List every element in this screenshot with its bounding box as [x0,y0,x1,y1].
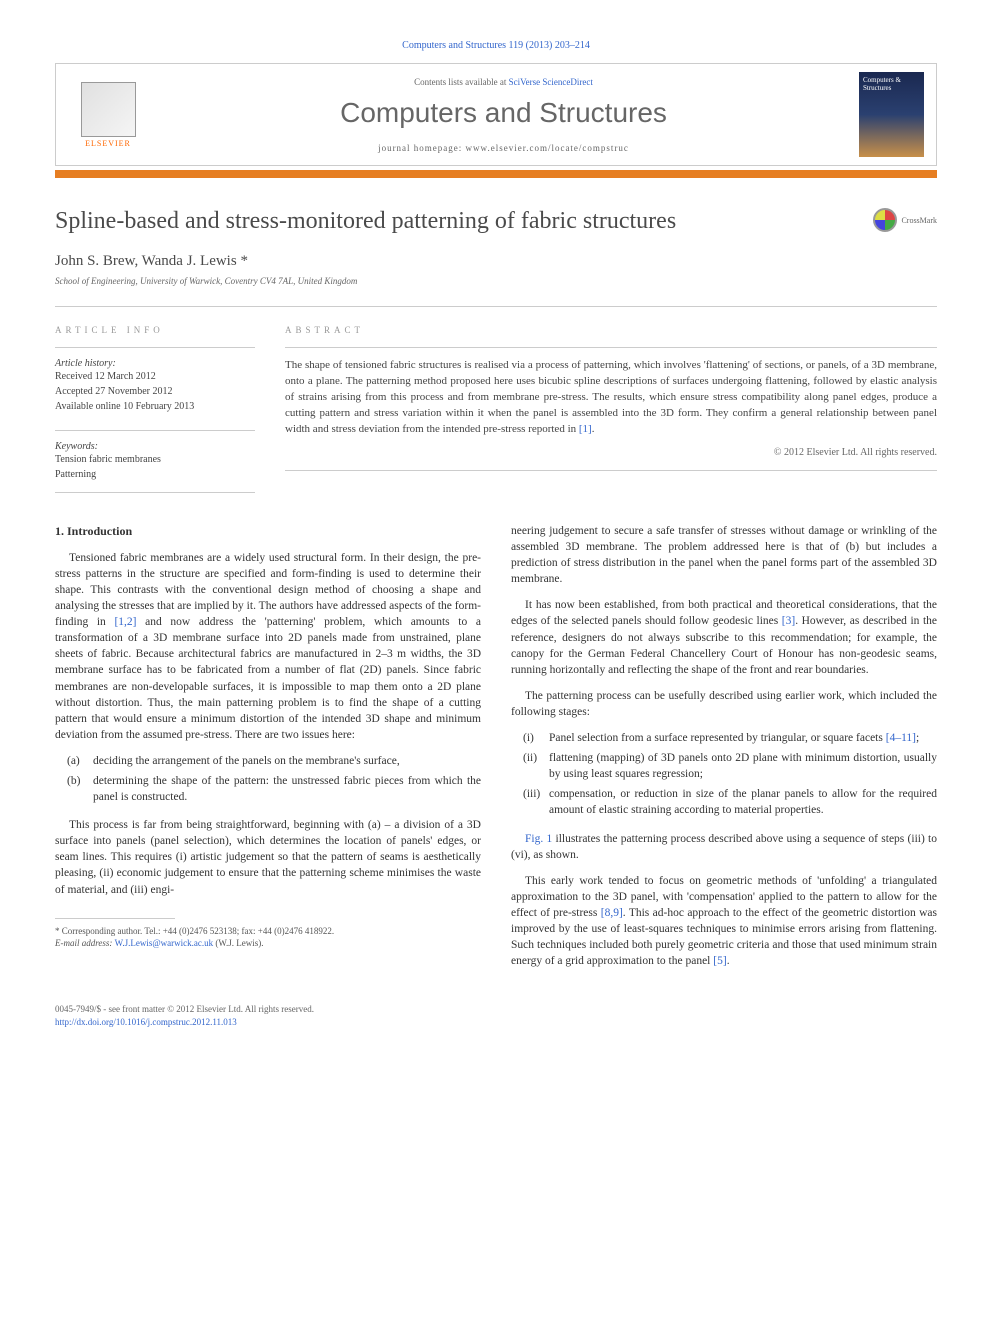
section-1-heading: 1. Introduction [55,523,481,540]
journal-cover-thumbnail[interactable]: Computers & Structures [859,72,924,157]
contents-prefix: Contents lists available at [414,77,508,87]
col2-para-1: neering judgement to secure a safe trans… [511,523,937,587]
journal-title: Computers and Structures [148,97,859,129]
footnote-email: E-mail address: W.J.Lewis@warwick.ac.uk … [55,937,481,950]
elsevier-tree-icon [81,82,136,137]
received-date: Received 12 March 2012 [55,369,255,384]
crossmark-badge[interactable]: CrossMark [873,208,937,232]
footnote-separator [55,918,175,919]
elsevier-label: ELSEVIER [85,139,131,148]
intro-para-1: Tensioned fabric membranes are a widely … [55,550,481,743]
page-container: Computers and Structures 119 (2013) 203–… [0,0,992,1068]
abstract-section: ABSTRACT The shape of tensioned fabric s… [285,325,937,493]
list-text-iii: compensation, or reduction in size of th… [549,786,937,818]
orange-divider [55,170,937,178]
abstract-ref-1[interactable]: [1] [579,423,592,435]
list-item-iii: (iii) compensation, or reduction in size… [511,786,937,818]
list-marker-ii: (ii) [523,750,549,782]
abstract-body-1: The shape of tensioned fabric structures… [285,359,937,435]
list-text-ii: flattening (mapping) of 3D panels onto 2… [549,750,937,782]
accepted-date: Accepted 27 November 2012 [55,384,255,399]
intro-para-2: This process is far from being straightf… [55,817,481,897]
email-suffix: (W.J. Lewis). [213,938,263,948]
article-history: Article history: Received 12 March 2012 … [55,347,255,414]
list-item-b: (b) determining the shape of the pattern… [55,773,481,805]
list-text-a: deciding the arrangement of the panels o… [93,753,481,769]
body-column-right: neering judgement to secure a safe trans… [511,523,937,979]
authors: John S. Brew, Wanda J. Lewis * [55,253,937,270]
li-i-b: ; [916,732,919,744]
body-column-left: 1. Introduction Tensioned fabric membran… [55,523,481,979]
list-text-i: Panel selection from a surface represent… [549,730,937,746]
list-marker-i: (i) [523,730,549,746]
ref-3[interactable]: [3] [782,615,795,627]
article-info-heading: ARTICLE INFO [55,325,255,335]
keyword-2: Patterning [55,467,255,482]
ref-4-11[interactable]: [4–11] [886,732,916,744]
article-title: Spline-based and stress-monitored patter… [55,208,873,235]
list-marker-a: (a) [67,753,93,769]
list-marker-iii: (iii) [523,786,549,818]
homepage-prefix: journal homepage: [378,143,465,153]
list-item-i: (i) Panel selection from a surface repre… [511,730,937,746]
ref-8-9[interactable]: [8,9] [601,907,623,919]
abstract-body-2: . [592,423,595,435]
col2-para-2: It has now been established, from both p… [511,597,937,677]
p5-c: . [727,955,730,967]
front-matter: 0045-7949/$ - see front matter © 2012 El… [55,1003,937,1016]
col2-para-5: This early work tended to focus on geome… [511,873,937,970]
journal-header: ELSEVIER Contents lists available at Sci… [55,63,937,166]
sciencedirect-link[interactable]: SciVerse ScienceDirect [509,77,593,87]
list-marker-b: (b) [67,773,93,805]
list-item-a: (a) deciding the arrangement of the pane… [55,753,481,769]
affiliation: School of Engineering, University of War… [55,276,937,286]
title-row: Spline-based and stress-monitored patter… [55,208,937,235]
elsevier-logo[interactable]: ELSEVIER [68,75,148,155]
col2-para-4: Fig. 1 illustrates the patterning proces… [511,831,937,863]
ref-5[interactable]: [5] [713,955,726,967]
keywords-section: Keywords: Tension fabric membranes Patte… [55,430,255,493]
info-abstract-row: ARTICLE INFO Article history: Received 1… [55,306,937,493]
crossmark-icon [873,208,897,232]
li-i-a: Panel selection from a surface represent… [549,732,886,744]
ref-1-2[interactable]: [1,2] [114,616,136,628]
body-columns: 1. Introduction Tensioned fabric membran… [55,523,937,979]
header-center: Contents lists available at SciVerse Sci… [148,77,859,153]
footnote-corresponding: * Corresponding author. Tel.: +44 (0)247… [55,925,481,938]
p4-b: illustrates the patterning process descr… [511,833,937,861]
history-label: Article history: [55,358,255,369]
doi-link[interactable]: http://dx.doi.org/10.1016/j.compstruc.20… [55,1017,237,1027]
list-item-ii: (ii) flattening (mapping) of 3D panels o… [511,750,937,782]
abstract-copyright: © 2012 Elsevier Ltd. All rights reserved… [285,446,937,472]
keyword-1: Tension fabric membranes [55,452,255,467]
cover-text: Computers & Structures [859,72,924,96]
crossmark-label: CrossMark [901,216,937,225]
bottom-bar: 0045-7949/$ - see front matter © 2012 El… [55,1003,937,1028]
email-label: E-mail address: [55,938,115,948]
fig-1-link[interactable]: Fig. 1 [525,833,552,845]
col2-para-3: The patterning process can be usefully d… [511,688,937,720]
online-date: Available online 10 February 2013 [55,399,255,414]
homepage-line: journal homepage: www.elsevier.com/locat… [148,143,859,153]
journal-reference: Computers and Structures 119 (2013) 203–… [55,40,937,51]
article-info-panel: ARTICLE INFO Article history: Received 1… [55,325,255,493]
contents-line: Contents lists available at SciVerse Sci… [148,77,859,87]
p1-part-b: and now address the 'patterning' problem… [55,616,481,741]
homepage-url[interactable]: www.elsevier.com/locate/compstruc [466,143,629,153]
abstract-heading: ABSTRACT [285,325,937,335]
keywords-label: Keywords: [55,441,255,452]
list-text-b: determining the shape of the pattern: th… [93,773,481,805]
email-link[interactable]: W.J.Lewis@warwick.ac.uk [115,938,213,948]
abstract-text: The shape of tensioned fabric structures… [285,347,937,471]
